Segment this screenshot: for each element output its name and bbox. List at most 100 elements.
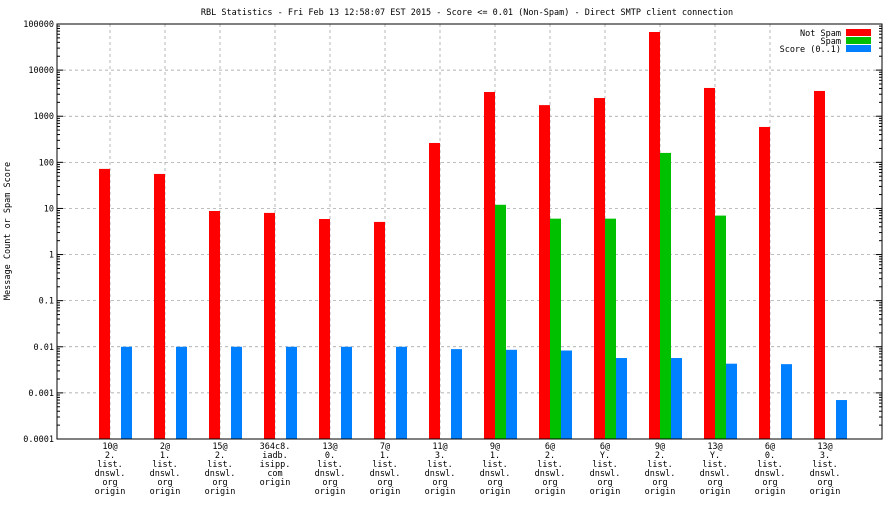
- x-tick-label: iadb.: [262, 451, 288, 461]
- bar-score-: [561, 350, 572, 439]
- x-tick-label: origin: [755, 487, 786, 497]
- x-tick-label: origin: [260, 478, 291, 488]
- bar-score-: [231, 346, 242, 439]
- bar-not-spam: [319, 219, 330, 439]
- legend-swatch: [846, 45, 871, 52]
- x-tick-label: origin: [810, 487, 841, 497]
- x-tick-label: list.: [812, 460, 838, 470]
- x-tick-label: dnswl.: [95, 469, 126, 479]
- bar-not-spam: [209, 211, 220, 439]
- x-tick-label: dnswl.: [645, 469, 676, 479]
- x-tick-label: list.: [207, 460, 233, 470]
- x-tick-label: dnswl.: [205, 469, 236, 479]
- y-tick-label: 0.01: [34, 343, 54, 353]
- bar-not-spam: [594, 98, 605, 439]
- x-tick-label: org: [157, 478, 172, 488]
- x-tick-label: 11@: [432, 442, 447, 452]
- x-tick-label: list.: [482, 460, 508, 470]
- x-labels: 10@2.list.dnswl.orgorigin2@1.list.dnswl.…: [95, 442, 841, 497]
- x-tick-label: dnswl.: [535, 469, 566, 479]
- x-tick-label: origin: [590, 487, 621, 497]
- x-tick-label: list.: [427, 460, 453, 470]
- x-tick-label: 9@: [655, 442, 665, 452]
- x-tick-label: list.: [372, 460, 398, 470]
- x-tick-label: origin: [150, 487, 181, 497]
- x-tick-label: org: [542, 478, 557, 488]
- bar-score-: [616, 358, 627, 439]
- x-tick-label: dnswl.: [425, 469, 456, 479]
- bar-not-spam: [154, 173, 165, 440]
- x-tick-label: origin: [425, 487, 456, 497]
- bar-score-: [726, 363, 737, 439]
- legend-swatch: [846, 37, 871, 44]
- x-tick-label: dnswl.: [755, 469, 786, 479]
- x-tick-label: dnswl.: [700, 469, 731, 479]
- x-tick-label: list.: [317, 460, 343, 470]
- y-tick-label: 100: [39, 158, 54, 168]
- x-tick-label: org: [707, 478, 722, 488]
- bar-spam: [605, 218, 616, 439]
- x-tick-label: list.: [647, 460, 673, 470]
- bar-not-spam: [374, 221, 385, 439]
- x-tick-label: org: [432, 478, 447, 488]
- x-tick-label: 10@: [102, 442, 117, 452]
- x-tick-label: origin: [700, 487, 731, 497]
- bar-spam: [550, 218, 561, 439]
- x-tick-label: Y.: [710, 451, 720, 461]
- legend-swatch: [846, 29, 871, 36]
- legend-label: Not Spam: [800, 29, 841, 39]
- x-tick-label: org: [212, 478, 227, 488]
- y-ticks: 0.0001 0.001 0.01 0.1 1 10 100 1000 10000 100000: [23, 20, 882, 445]
- x-tick-label: 15@: [212, 442, 227, 452]
- x-tick-label: origin: [535, 487, 566, 497]
- x-tick-label: 0.: [765, 451, 775, 461]
- x-tick-label: 7@: [380, 442, 390, 452]
- x-tick-label: 3.: [820, 451, 830, 461]
- x-tick-label: 2@: [160, 442, 170, 452]
- x-tick-label: 6@: [545, 442, 555, 452]
- x-tick-label: Y.: [600, 451, 610, 461]
- bar-score-: [506, 349, 517, 439]
- bar-not-spam: [649, 31, 660, 439]
- x-tick-label: origin: [315, 487, 346, 497]
- bar-score-: [176, 346, 187, 439]
- x-tick-label: 1.: [160, 451, 170, 461]
- y-tick-label: 0.001: [28, 389, 54, 399]
- x-tick-label: 2.: [105, 451, 115, 461]
- x-tick-label: origin: [480, 487, 511, 497]
- x-tick-label: 3.: [435, 451, 445, 461]
- x-tick-label: org: [102, 478, 117, 488]
- y-tick-label: 0.0001: [23, 435, 54, 445]
- x-tick-label: origin: [645, 487, 676, 497]
- y-tick-label: 0.1: [39, 297, 54, 307]
- bar-not-spam: [429, 142, 440, 440]
- bar-spam: [660, 152, 671, 439]
- chart-title: RBL Statistics - Fri Feb 13 12:58:07 EST…: [201, 8, 733, 18]
- bar-not-spam: [99, 168, 110, 439]
- x-tick-label: org: [652, 478, 667, 488]
- bar-score-: [121, 346, 132, 439]
- bar-not-spam: [704, 87, 715, 440]
- bar-score-: [671, 358, 682, 439]
- legend-label: Score (0..1): [780, 45, 841, 55]
- x-tick-label: dnswl.: [315, 469, 346, 479]
- y-tick-label: 10000: [28, 66, 54, 76]
- x-tick-label: org: [377, 478, 392, 488]
- y-tick-label: 10: [44, 204, 54, 214]
- x-tick-label: list.: [592, 460, 618, 470]
- x-tick-label: list.: [757, 460, 783, 470]
- x-tick-label: 6@: [765, 442, 775, 452]
- x-tick-label: 1.: [380, 451, 390, 461]
- x-tick-label: 13@: [707, 442, 722, 452]
- x-tick-label: isipp.: [260, 460, 291, 470]
- x-tick-label: 0.: [325, 451, 335, 461]
- x-tick-label: 2.: [655, 451, 665, 461]
- bar-score-: [781, 364, 792, 439]
- x-tick-label: 2.: [545, 451, 555, 461]
- bar-spam: [495, 204, 506, 439]
- y-tick-label: 1: [49, 251, 54, 261]
- plot-frame: [56, 23, 883, 440]
- x-tick-label: list.: [152, 460, 178, 470]
- bar-score-: [341, 346, 352, 439]
